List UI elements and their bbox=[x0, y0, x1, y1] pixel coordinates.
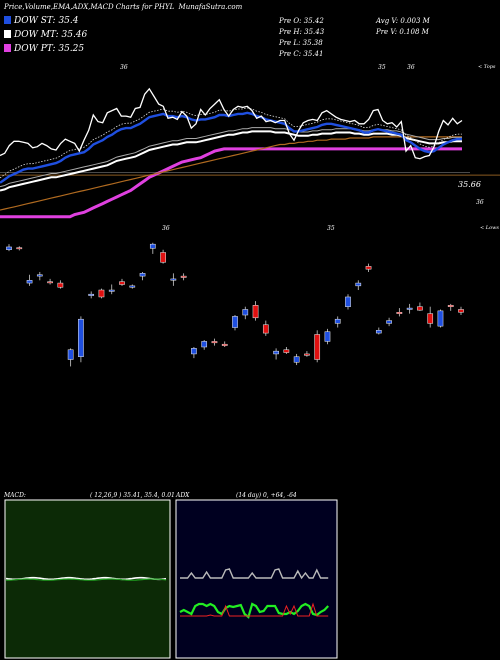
candle-body bbox=[139, 273, 146, 277]
legend-dow-mt-label: DOW MT: 35.46 bbox=[14, 30, 88, 40]
ema-short-line bbox=[0, 111, 462, 184]
legend-swatch-blue bbox=[4, 16, 11, 24]
candle-body bbox=[324, 331, 331, 342]
adx-title: ADX bbox=[176, 492, 190, 499]
candle-body bbox=[6, 246, 12, 250]
adx-line bbox=[180, 568, 329, 580]
ema-mid-line bbox=[0, 130, 462, 192]
candle-body bbox=[458, 309, 464, 313]
prev-open: Pre O: 35.42 bbox=[279, 17, 324, 25]
candle-body bbox=[273, 350, 279, 355]
prev-high: Pre H: 35.43 bbox=[279, 28, 325, 36]
site-name: MunafaSutra.com bbox=[178, 3, 243, 11]
candle-body bbox=[232, 316, 238, 328]
low-tick-2: 35 bbox=[327, 225, 335, 232]
chart-title-text: Price,Volume,EMA,ADX,MACD Charts for PHY… bbox=[4, 3, 175, 11]
prev-close: Pre C: 35.41 bbox=[279, 50, 324, 58]
legend-swatch-magenta bbox=[4, 44, 11, 52]
top-tick-1: 36 bbox=[120, 64, 128, 71]
candle-body bbox=[427, 313, 434, 324]
adx-minus-di-line bbox=[180, 602, 329, 617]
candle-body bbox=[355, 282, 362, 287]
candle-body bbox=[375, 330, 382, 334]
adx-values: (14 day) 0, +64, -64 bbox=[236, 492, 297, 499]
adx-panel-frame bbox=[175, 499, 338, 659]
candle-body bbox=[283, 349, 290, 353]
candle-body bbox=[304, 353, 310, 356]
candle-body bbox=[47, 281, 53, 284]
ema-long-line bbox=[0, 136, 462, 211]
legend-dow-st: DOW ST: 35.4 bbox=[4, 16, 79, 26]
tops-marker: < Tops bbox=[478, 64, 496, 70]
candle-body bbox=[108, 289, 115, 292]
candle-body bbox=[119, 281, 125, 285]
candle-body bbox=[170, 278, 177, 281]
candle-body bbox=[180, 275, 187, 278]
macd-values: ( 12,26,9 ) 35.41, 35.4, 0.01 bbox=[90, 492, 175, 499]
candle-body bbox=[447, 305, 454, 307]
legend-dow-pt: DOW PT: 35.25 bbox=[4, 44, 84, 54]
candle-body bbox=[129, 285, 136, 288]
dow-pt-line bbox=[0, 147, 462, 219]
candle-body bbox=[252, 305, 259, 319]
candle-body bbox=[406, 307, 413, 310]
adx-plus-di-line bbox=[179, 602, 329, 619]
candle-body bbox=[386, 320, 392, 324]
top-tick-3: 36 bbox=[407, 64, 415, 71]
candle-body bbox=[191, 348, 197, 355]
candle-body bbox=[221, 343, 228, 346]
avg-volume: Avg V: 0.003 M bbox=[376, 17, 430, 25]
candle-body bbox=[365, 266, 372, 270]
legend-dow-mt: DOW MT: 35.46 bbox=[4, 30, 87, 40]
candle-body bbox=[293, 356, 300, 363]
candle-body bbox=[201, 341, 208, 348]
macd-title: MACD: bbox=[4, 492, 26, 499]
prev-low: Pre L: 35.38 bbox=[279, 39, 323, 47]
legend-dow-pt-label: DOW PT: 35.25 bbox=[14, 44, 85, 54]
candle-body bbox=[437, 310, 444, 327]
candle-body bbox=[160, 252, 166, 263]
candle-body bbox=[314, 334, 321, 360]
candle-body bbox=[334, 318, 341, 324]
candle-body bbox=[78, 318, 84, 357]
chart-title: Price,Volume,EMA,ADX,MACD Charts for PHY… bbox=[4, 3, 242, 11]
candle-body bbox=[16, 247, 23, 250]
macd-line bbox=[5, 576, 167, 581]
low-tick-1: 36 bbox=[162, 225, 170, 232]
candle-body bbox=[67, 349, 74, 360]
top-tick-2: 35 bbox=[378, 64, 386, 71]
candle-body bbox=[149, 243, 156, 249]
legend-dow-st-label: DOW ST: 35.4 bbox=[14, 16, 79, 26]
candle-body bbox=[396, 312, 403, 314]
candle-body bbox=[98, 289, 105, 298]
prev-volume: Pre V: 0.108 M bbox=[376, 28, 429, 36]
candle-body bbox=[242, 309, 249, 316]
candle-body bbox=[262, 324, 269, 334]
candle-body bbox=[211, 341, 218, 344]
price-label: 35.66 bbox=[458, 180, 481, 189]
candle-body bbox=[57, 282, 64, 288]
lows-marker: < Lows bbox=[480, 225, 499, 231]
candle-body bbox=[345, 296, 351, 307]
level-label: 36 bbox=[476, 199, 484, 206]
ema-short-dotted-line bbox=[0, 107, 462, 179]
price-line bbox=[0, 87, 463, 160]
candle-body bbox=[26, 280, 33, 284]
candle-body bbox=[417, 306, 423, 311]
legend-swatch-white bbox=[4, 30, 11, 38]
candle-body bbox=[36, 274, 43, 277]
candle-body bbox=[88, 293, 95, 296]
macd-signal-line bbox=[6, 578, 167, 581]
